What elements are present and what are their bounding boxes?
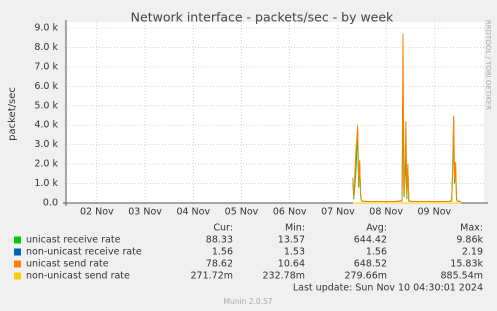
- legend-header: Max:: [460, 223, 483, 234]
- legend-stat: 648.52: [354, 259, 387, 270]
- x-tick-label: 07 Nov: [321, 207, 355, 218]
- y-tick-label: 3.0 k: [34, 139, 58, 150]
- legend-header: Avg:: [366, 223, 387, 234]
- chart-title: Network interface - packets/sec - by wee…: [131, 10, 394, 25]
- y-tick-label: 8.0 k: [34, 42, 58, 53]
- last-update: Last update: Sun Nov 10 04:30:01 2024: [293, 283, 483, 294]
- legend-stat: 78.62: [206, 259, 233, 270]
- legend-label: unicast send rate: [26, 259, 109, 270]
- legend-stat: 279.66m: [345, 271, 388, 282]
- legend-label: non-unicast receive rate: [26, 247, 142, 258]
- legend-stat: 1.56: [366, 247, 387, 258]
- y-tick-label: 1.0 k: [34, 178, 58, 189]
- x-tick-label: 08 Nov: [369, 207, 403, 218]
- y-tick-label: 7.0 k: [34, 61, 58, 72]
- legend-stat: 2.19: [462, 247, 483, 258]
- x-tick-label: 09 Nov: [418, 207, 452, 218]
- series-line: [352, 33, 461, 202]
- legend-swatch: [14, 272, 21, 280]
- legend-header: Cur:: [213, 223, 233, 234]
- y-tick-label: 2.0 k: [34, 159, 58, 170]
- legend-stat: 271.72m: [191, 271, 234, 282]
- x-tick-label: 05 Nov: [225, 207, 259, 218]
- side-text: RRDTOOL / TOBI OETIKER: [484, 20, 492, 110]
- x-tick-label: 03 Nov: [128, 207, 162, 218]
- legend-swatch: [14, 260, 21, 268]
- x-tick-label: 06 Nov: [273, 207, 307, 218]
- y-tick-label: 6.0 k: [34, 81, 58, 92]
- legend-stat: 15.83k: [450, 259, 483, 270]
- legend-stat: 885.54m: [441, 271, 484, 282]
- legend-label: unicast receive rate: [26, 235, 121, 246]
- y-tick-label: 4.0 k: [34, 120, 58, 131]
- legend-stat: 1.56: [212, 247, 233, 258]
- legend-stat: 644.42: [354, 235, 387, 246]
- x-tick-label: 04 Nov: [176, 207, 210, 218]
- x-tick-label: 02 Nov: [80, 207, 114, 218]
- legend-stat: 13.57: [278, 235, 305, 246]
- y-tick-label: 9.0 k: [34, 23, 58, 34]
- footer: Munin 2.0.57: [223, 297, 272, 306]
- legend-stat: 232.78m: [263, 271, 306, 282]
- y-axis-label: packet/sec: [7, 87, 18, 141]
- y-tick-label: 5.0 k: [34, 100, 58, 111]
- legend-label: non-unicast send rate: [26, 271, 130, 282]
- y-tick-label: 0.0: [43, 198, 58, 209]
- legend-header: Min:: [285, 223, 305, 234]
- plot-area: [66, 22, 484, 203]
- legend-stat: 10.64: [278, 259, 305, 270]
- legend-swatch: [14, 248, 21, 256]
- legend-stat: 88.33: [206, 235, 233, 246]
- legend-swatch: [14, 236, 21, 244]
- legend-stat: 9.86k: [456, 235, 483, 246]
- legend-stat: 1.53: [284, 247, 305, 258]
